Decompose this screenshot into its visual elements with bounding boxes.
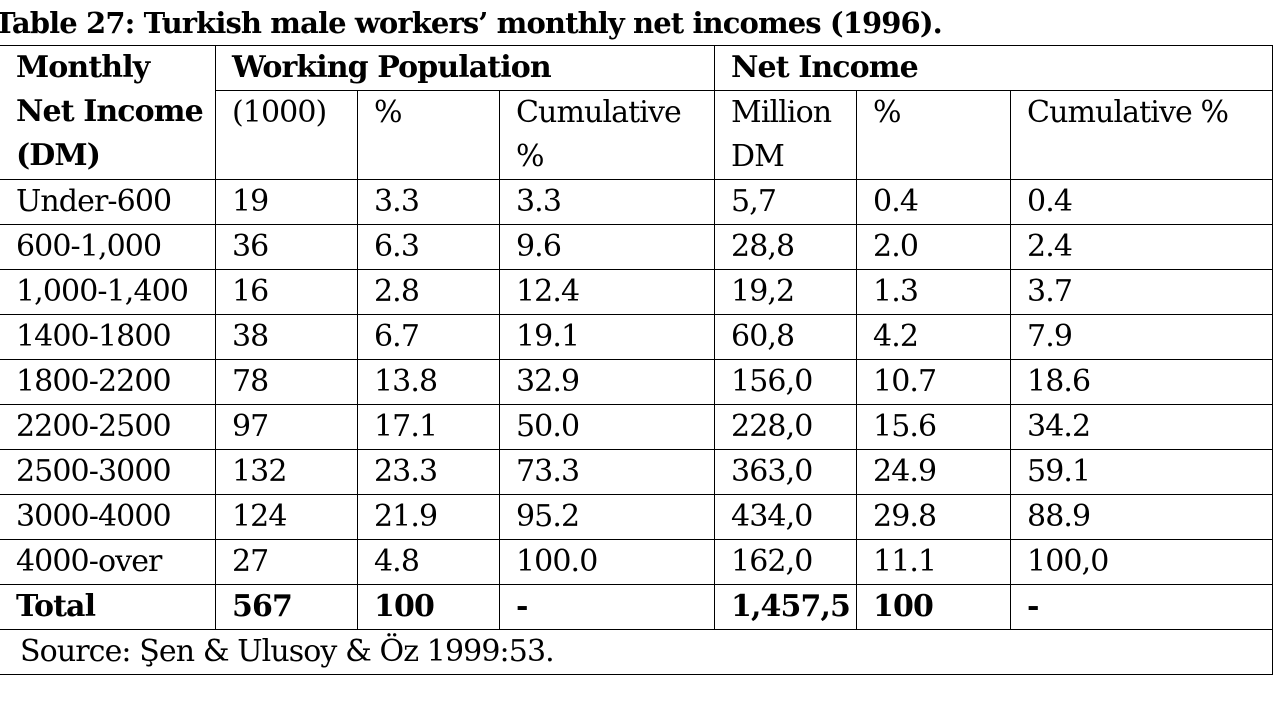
table-caption: Table 27: Turkish male workers’ monthly …: [0, 6, 943, 40]
total-cell: 1,457,5: [714, 584, 858, 630]
table-cell: 27: [215, 539, 358, 585]
table-cell: 100,0: [1010, 539, 1274, 585]
subheader-cell: %: [357, 90, 500, 180]
table-row: 1400-1800 38 6.7 19.1 60,8 4.2 7.9: [0, 314, 1274, 360]
table-cell: 363,0: [714, 449, 858, 495]
source-note: Source: Şen & Ulusoy & Öz 1999:53.: [0, 629, 1274, 675]
table-cell: 7.9: [1010, 314, 1274, 360]
table-cell: 10.7: [856, 359, 1012, 405]
row-label-cell: 1,000-1,400: [0, 269, 216, 315]
row-label-cell: 1400-1800: [0, 314, 216, 360]
table-cell: 16: [215, 269, 358, 315]
table-cell: 73.3: [498, 449, 716, 495]
subheader-cell: Million DM: [714, 90, 858, 180]
row-label-header: Monthly Net Income (DM): [0, 45, 216, 180]
total-cell: 100: [856, 584, 1012, 630]
table-cell: 24.9: [856, 449, 1012, 495]
table-cell: 59.1: [1010, 449, 1274, 495]
table-cell: 19: [215, 179, 358, 225]
table-cell: 32.9: [498, 359, 716, 405]
table-cell: 13.8: [357, 359, 500, 405]
table-cell: 1.3: [856, 269, 1012, 315]
table-cell: 50.0: [498, 404, 716, 450]
table-cell: 12.4: [498, 269, 716, 315]
table-cell: 132: [215, 449, 358, 495]
table-row: 1800-2200 78 13.8 32.9 156,0 10.7 18.6: [0, 359, 1274, 405]
table-cell: 21.9: [357, 494, 500, 540]
table-cell: 162,0: [714, 539, 858, 585]
table-cell: 11.1: [856, 539, 1012, 585]
table-cell: 36: [215, 224, 358, 270]
subheader-cell: Cumulative %: [498, 90, 716, 180]
table-cell: 19.1: [498, 314, 716, 360]
row-label-cell: 600-1,000: [0, 224, 216, 270]
row-label-cell: 2500-3000: [0, 449, 216, 495]
table-cell: 4.2: [856, 314, 1012, 360]
row-label-cell: 2200-2500: [0, 404, 216, 450]
total-cell: -: [1010, 584, 1274, 630]
table-row: 2200-2500 97 17.1 50.0 228,0 15.6 34.2: [0, 404, 1274, 450]
table-cell: 6.7: [357, 314, 500, 360]
row-label-line: (DM): [16, 138, 101, 173]
table-cell: 3.3: [498, 179, 716, 225]
table-row: Under-600 19 3.3 3.3 5,7 0.4 0.4: [0, 179, 1274, 225]
table-cell: 15.6: [856, 404, 1012, 450]
table-cell: 38: [215, 314, 358, 360]
table-cell: 3.7: [1010, 269, 1274, 315]
table-cell: 88.9: [1010, 494, 1274, 540]
table-cell: 2.0: [856, 224, 1012, 270]
table-row: 600-1,000 36 6.3 9.6 28,8 2.0 2.4: [0, 224, 1274, 270]
header-row-2: (1000) % Cumulative % Million DM % Cumul…: [0, 90, 1274, 180]
table-row: 4000-over 27 4.8 100.0 162,0 11.1 100,0: [0, 539, 1274, 585]
group-header-working-population: Working Population: [214, 45, 716, 91]
table-cell: 34.2: [1010, 404, 1274, 450]
table-cell: 97: [215, 404, 358, 450]
subheader-cell: Cumulative %: [1010, 90, 1274, 180]
table-cell: 4.8: [357, 539, 500, 585]
total-label-cell: Total: [0, 584, 216, 630]
table-cell: 124: [215, 494, 358, 540]
table-cell: 17.1: [357, 404, 500, 450]
table-cell: 6.3: [357, 224, 500, 270]
total-cell: 100: [357, 584, 500, 630]
table-cell: 78: [215, 359, 358, 405]
table-cell: 95.2: [498, 494, 716, 540]
income-table: Monthly Net Income (DM) Working Populati…: [0, 45, 1274, 675]
table-cell: 5,7: [714, 179, 858, 225]
table-cell: 2.4: [1010, 224, 1274, 270]
row-label-cell: 4000-over: [0, 539, 216, 585]
row-label-cell: Under-600: [0, 179, 216, 225]
table-cell: 434,0: [714, 494, 858, 540]
header-row-1: Monthly Net Income (DM) Working Populati…: [0, 45, 1274, 180]
row-label-line: Monthly: [16, 50, 150, 85]
table-cell: 18.6: [1010, 359, 1274, 405]
total-row: Total 567 100-1,457,5 100-: [0, 584, 1274, 630]
row-label-line: Net Income: [16, 94, 204, 129]
table-row: 3000-4000 124 21.9 95.2 434,0 29.8 88.9: [0, 494, 1274, 540]
table-cell: 0.4: [1010, 179, 1274, 225]
table-cell: 100.0: [498, 539, 716, 585]
table-cell: 9.6: [498, 224, 716, 270]
total-cell: 567: [215, 584, 358, 630]
group-header-net-income: Net Income: [714, 45, 1274, 91]
row-label-cell: 1800-2200: [0, 359, 216, 405]
table-cell: 23.3: [357, 449, 500, 495]
table-cell: 228,0: [714, 404, 858, 450]
source-row: Source: Şen & Ulusoy & Öz 1999:53.: [0, 629, 1274, 675]
table-cell: 28,8: [714, 224, 858, 270]
total-cell: -: [498, 584, 716, 630]
table-row: 2500-3000 132 23.3 73.3 363,0 24.9 59.1: [0, 449, 1274, 495]
table-row: 1,000-1,400 16 2.8 12.4 19,2 1.3 3.7: [0, 269, 1274, 315]
subheader-cell: %: [856, 90, 1012, 180]
table-cell: 19,2: [714, 269, 858, 315]
table-cell: 0.4: [856, 179, 1012, 225]
table-cell: 60,8: [714, 314, 858, 360]
table-cell: 3.3: [357, 179, 500, 225]
table-cell: 29.8: [856, 494, 1012, 540]
table-cell: 156,0: [714, 359, 858, 405]
table-cell: 2.8: [357, 269, 500, 315]
subheader-cell: (1000): [215, 90, 358, 180]
row-label-cell: 3000-4000: [0, 494, 216, 540]
